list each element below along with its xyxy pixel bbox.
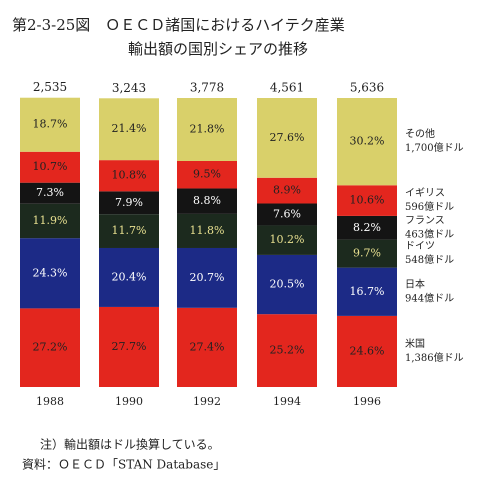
value-label: 10.6% [350,194,385,207]
legend-note: 463億ドル [405,227,454,240]
value-label: 11.9% [33,214,68,227]
bar-segment [20,238,80,309]
value-label: 20.7% [190,271,225,284]
bar-segment [177,307,237,387]
value-label: 18.7% [33,118,68,131]
value-label: 21.4% [112,122,147,135]
value-label: 11.7% [112,224,147,237]
x-tick-label: 1988 [36,395,64,408]
value-label: 20.4% [112,270,147,283]
value-label: 8.2% [353,221,381,234]
value-label: 30.2% [350,135,385,148]
bar-segment [20,97,80,152]
value-label: 27.7% [112,340,147,353]
bar-segment [99,160,159,192]
legend-label: 日本 [405,277,425,290]
total-label: 3,243 [112,81,146,95]
value-label: 7.9% [115,196,143,209]
bar-segment [337,315,397,387]
bar-segment [177,161,237,189]
bar-segment [177,188,237,214]
value-label: 9.5% [193,168,221,181]
legend-note: 944億ドル [405,291,454,304]
legend-note: 548億ドル [405,253,454,266]
value-label: 16.7% [350,285,385,298]
legend-label: フランス [405,214,445,226]
value-label: 21.8% [190,123,225,136]
bar-segment [99,306,159,387]
bar-segment [177,213,237,248]
bar-segment [20,203,80,239]
value-label: 25.2% [270,344,305,357]
bar-segment [257,254,317,315]
bar-segment [20,151,80,183]
value-label: 10.7% [33,160,68,173]
legend-note: 1,700億ドル [405,141,464,154]
bar-segment [337,239,397,268]
value-label: 20.5% [270,278,305,291]
legend-note: 596億ドル [405,200,454,213]
value-label: 7.3% [36,186,64,199]
value-label: 8.8% [193,194,221,207]
bar-segment [20,182,80,204]
value-label: 24.6% [350,344,385,357]
value-label: 8.9% [273,184,301,197]
bar-segment [99,247,159,307]
bar-segment [177,98,237,162]
value-label: 10.2% [270,233,305,246]
chart-subtitle: 輸出額の国別シェアの推移 [128,40,308,58]
x-tick-label: 1994 [273,395,301,408]
legend-label: 米国 [405,337,425,350]
legend-label: ドイツ [405,241,435,252]
bar-segment [177,247,237,308]
value-label: 27.2% [33,341,68,354]
bar-segment [99,98,159,161]
footnote: 注）輸出額はドル換算している。 [40,437,220,452]
bar-segment [257,225,317,255]
bar-segment [257,177,317,204]
total-label: 2,535 [33,80,67,94]
value-label: 27.6% [270,131,305,144]
total-label: 4,561 [270,81,304,95]
value-label: 10.8% [112,169,147,182]
bar-segment [257,314,317,387]
bar-segment [337,98,397,186]
value-label: 11.8% [190,224,225,237]
value-label: 24.3% [33,266,68,279]
total-label: 5,636 [350,81,384,95]
value-label: 27.4% [190,340,225,353]
x-tick-label: 1996 [353,395,381,408]
value-label: 9.7% [353,247,381,260]
total-label: 3,778 [190,81,224,95]
legend-note: 1,386億ドル [405,351,464,364]
bar-segment [99,191,159,215]
legend-label: イギリス [405,187,445,199]
legend-label: その他 [405,127,435,140]
value-label: 7.6% [273,207,301,220]
bar-segment [337,185,397,216]
bar-segment [20,308,80,387]
bar-segment [337,215,397,240]
footnote: 資料：ＯＥＣＤ「STAN Database」 [22,458,225,472]
x-tick-label: 1992 [193,395,221,408]
bar-segment [257,203,317,226]
bar-segment [257,98,317,178]
bar-segment [337,267,397,316]
x-tick-label: 1990 [115,395,143,408]
bar-segment [99,214,159,248]
chart-title: 第2-3-25図 ＯＥＣＤ諸国におけるハイテク産業 [12,16,345,34]
